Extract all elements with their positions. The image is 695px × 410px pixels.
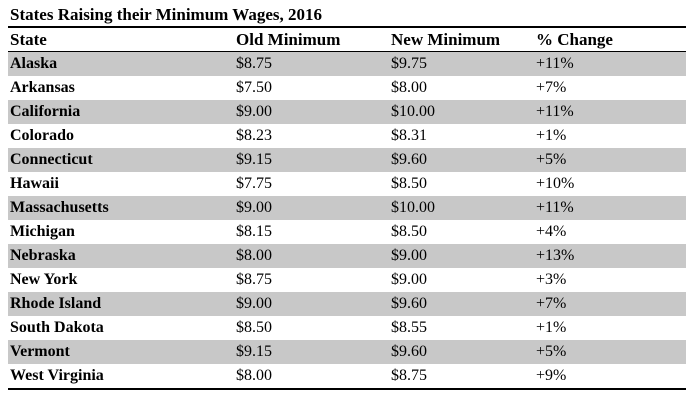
- percent-change-cell: +11%: [534, 100, 686, 124]
- old-minimum-cell: $8.00: [234, 364, 389, 390]
- table-row: Hawaii $7.75 $8.50 +10%: [8, 172, 686, 196]
- table-row: Rhode Island $9.00 $9.60 +7%: [8, 292, 686, 316]
- old-minimum-cell: $7.75: [236, 175, 272, 192]
- new-minimum-cell: $8.00: [391, 79, 427, 96]
- old-minimum-cell: $8.50: [236, 319, 272, 336]
- state-cell: West Virginia: [8, 364, 234, 390]
- state-cell: Colorado: [10, 127, 74, 144]
- header-row: State Old Minimum New Minimum % Change: [8, 28, 686, 52]
- table-header: State Old Minimum New Minimum % Change: [8, 28, 686, 52]
- new-minimum-cell: $8.50: [391, 223, 427, 240]
- new-minimum-cell: $10.00: [389, 100, 534, 124]
- new-minimum-cell: $9.60: [389, 292, 534, 316]
- old-minimum-cell: $9.15: [234, 148, 389, 172]
- percent-change-cell: +7%: [536, 79, 567, 96]
- state-cell: Vermont: [8, 340, 234, 364]
- table-row: West Virginia $8.00 $8.75 +9%: [8, 364, 686, 390]
- minimum-wage-table: State Old Minimum New Minimum % Change A…: [8, 28, 686, 390]
- table-row: Massachusetts $9.00 $10.00 +11%: [8, 196, 686, 220]
- old-minimum-cell: $8.75: [236, 271, 272, 288]
- old-minimum-cell: $9.00: [234, 100, 389, 124]
- header-state: State: [8, 28, 234, 52]
- state-cell: Alaska: [8, 51, 234, 76]
- new-minimum-cell: $8.55: [391, 319, 427, 336]
- table-body: Alaska $8.75 $9.75 +11% Arkansas $7.50 $8.00 +7…: [8, 51, 686, 390]
- table-row: Vermont $9.15 $9.60 +5%: [8, 340, 686, 364]
- percent-change-cell: +1%: [536, 319, 567, 336]
- state-cell: Rhode Island: [8, 292, 234, 316]
- header-new-minimum: New Minimum: [389, 28, 534, 52]
- old-minimum-cell: $8.75: [234, 51, 389, 76]
- percent-change-cell: +10%: [536, 175, 575, 192]
- percent-change-cell: +11%: [534, 196, 686, 220]
- percent-change-cell: +3%: [536, 271, 567, 288]
- percent-change-cell: +9%: [534, 364, 686, 390]
- table-row: Arkansas $7.50 $8.00 +7%: [8, 76, 686, 100]
- state-cell: Connecticut: [8, 148, 234, 172]
- percent-change-cell: +4%: [536, 223, 567, 240]
- old-minimum-cell: $9.00: [234, 292, 389, 316]
- new-minimum-cell: $9.00: [389, 244, 534, 268]
- table-row: Nebraska $8.00 $9.00 +13%: [8, 244, 686, 268]
- table-row: California $9.00 $10.00 +11%: [8, 100, 686, 124]
- new-minimum-cell: $8.75: [389, 364, 534, 390]
- state-cell: Hawaii: [10, 175, 59, 192]
- old-minimum-cell: $8.23: [236, 127, 272, 144]
- state-cell: Arkansas: [10, 79, 75, 96]
- percent-change-cell: +1%: [536, 127, 567, 144]
- percent-change-cell: +7%: [534, 292, 686, 316]
- new-minimum-cell: $8.50: [391, 175, 427, 192]
- header-percent-change: % Change: [534, 28, 686, 52]
- state-cell: California: [8, 100, 234, 124]
- old-minimum-cell: $9.00: [234, 196, 389, 220]
- table-title: States Raising their Minimum Wages, 2016: [8, 4, 686, 28]
- new-minimum-cell: $10.00: [389, 196, 534, 220]
- old-minimum-cell: $8.00: [234, 244, 389, 268]
- table-row: New York $8.75 $9.00 +3%: [8, 268, 686, 292]
- header-old-minimum: Old Minimum: [234, 28, 389, 52]
- percent-change-cell: +5%: [534, 148, 686, 172]
- minimum-wage-table-container: States Raising their Minimum Wages, 2016…: [8, 4, 686, 390]
- table-row: Alaska $8.75 $9.75 +11%: [8, 51, 686, 76]
- state-cell: Massachusetts: [8, 196, 234, 220]
- new-minimum-cell: $8.31: [391, 127, 427, 144]
- percent-change-cell: +5%: [534, 340, 686, 364]
- table-row: Michigan $8.15 $8.50 +4%: [8, 220, 686, 244]
- new-minimum-cell: $9.60: [389, 340, 534, 364]
- new-minimum-cell: $9.00: [391, 271, 427, 288]
- state-cell: South Dakota: [10, 319, 104, 336]
- table-row: Connecticut $9.15 $9.60 +5%: [8, 148, 686, 172]
- new-minimum-cell: $9.60: [389, 148, 534, 172]
- new-minimum-cell: $9.75: [389, 51, 534, 76]
- state-cell: Michigan: [10, 223, 75, 240]
- state-cell: Nebraska: [8, 244, 234, 268]
- percent-change-cell: +11%: [534, 51, 686, 76]
- old-minimum-cell: $9.15: [234, 340, 389, 364]
- percent-change-cell: +13%: [534, 244, 686, 268]
- state-cell: New York: [10, 271, 78, 288]
- old-minimum-cell: $7.50: [236, 79, 272, 96]
- table-row: South Dakota $8.50 $8.55 +1%: [8, 316, 686, 340]
- table-row: Colorado $8.23 $8.31 +1%: [8, 124, 686, 148]
- old-minimum-cell: $8.15: [236, 223, 272, 240]
